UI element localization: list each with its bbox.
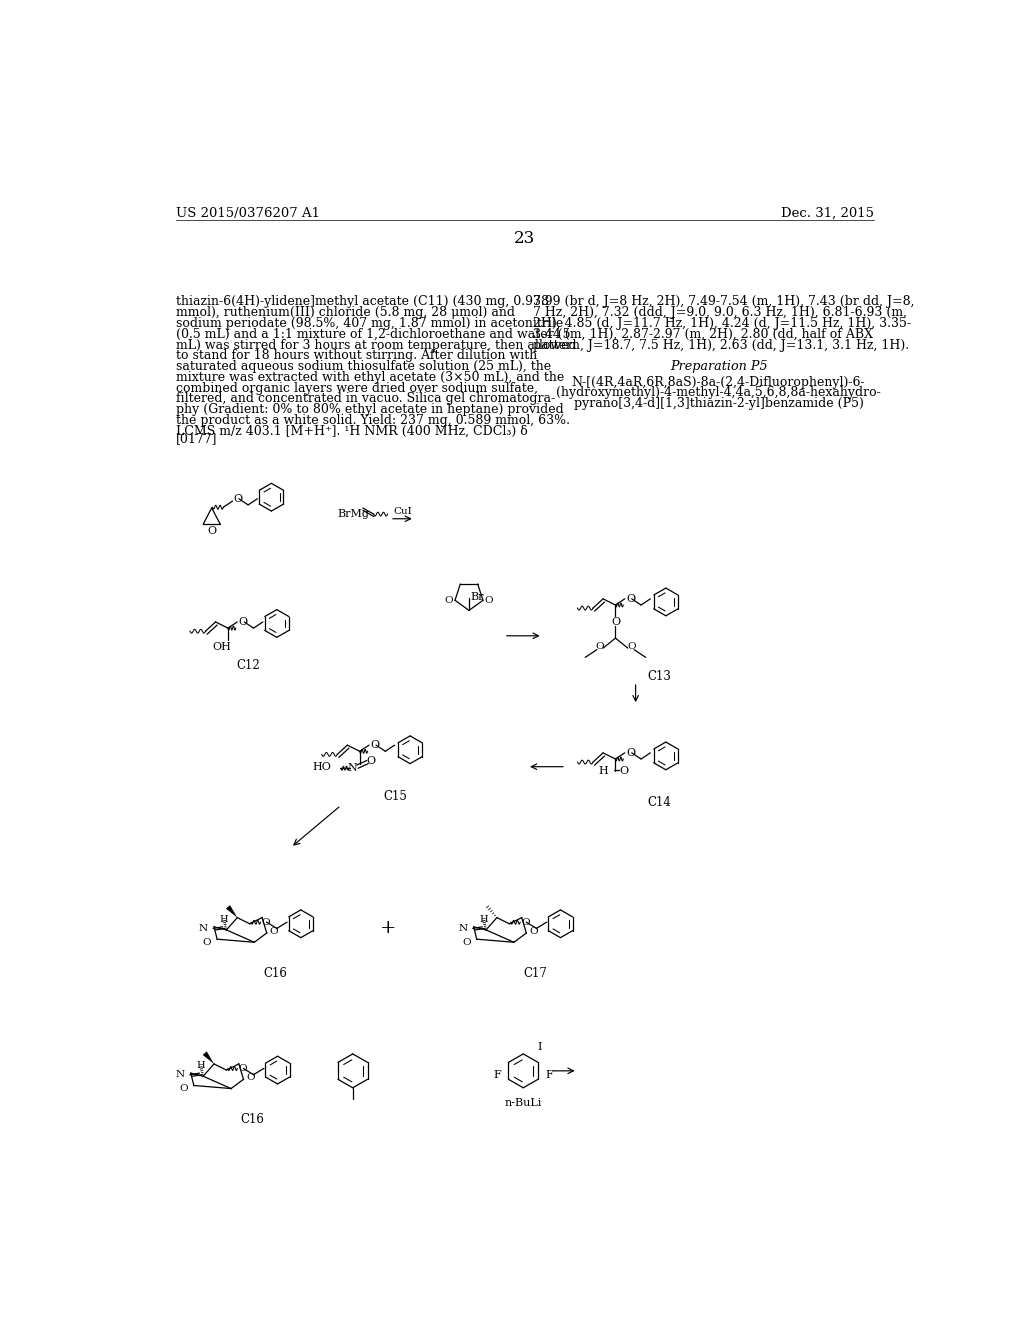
Text: H: H: [220, 915, 228, 924]
Text: 2H), 4.85 (d, J=11.7 Hz, 1H), 4.24 (d, J=11.5 Hz, 1H), 3.35-: 2H), 4.85 (d, J=11.7 Hz, 1H), 4.24 (d, J…: [534, 317, 911, 330]
Text: O: O: [521, 917, 529, 927]
Text: H: H: [598, 767, 607, 776]
Text: O: O: [484, 595, 494, 605]
Text: pattern, J=18.7, 7.5 Hz, 1H), 2.63 (dd, J=13.1, 3.1 Hz, 1H).: pattern, J=18.7, 7.5 Hz, 1H), 2.63 (dd, …: [534, 339, 909, 351]
Text: CuI: CuI: [393, 507, 412, 516]
Text: mixture was extracted with ethyl acetate (3×50 mL), and the: mixture was extracted with ethyl acetate…: [176, 371, 564, 384]
Text: O: O: [367, 755, 376, 766]
Text: O: O: [179, 1084, 187, 1093]
Text: +: +: [379, 920, 396, 937]
Text: H: H: [197, 1061, 205, 1071]
Text: N: N: [348, 763, 357, 774]
Text: combined organic layers were dried over sodium sulfate,: combined organic layers were dried over …: [176, 381, 538, 395]
Text: H: H: [479, 915, 488, 924]
Text: O: O: [207, 525, 216, 536]
Text: N-[(4R,4aR,6R,8aS)-8a-(2,4-Difluorophenyl)-6-: N-[(4R,4aR,6R,8aS)-8a-(2,4-Difluoropheny…: [571, 376, 865, 388]
Text: n-BuLi: n-BuLi: [505, 1098, 542, 1107]
Text: F: F: [494, 1071, 502, 1081]
Polygon shape: [226, 906, 238, 917]
Text: I: I: [538, 1043, 542, 1052]
Text: O: O: [270, 927, 279, 936]
Text: (0.5 mL) and a 1:1 mixture of 1,2-dichloroethane and water (5: (0.5 mL) and a 1:1 mixture of 1,2-dichlo…: [176, 327, 570, 341]
Text: phy (Gradient: 0% to 80% ethyl acetate in heptane) provided: phy (Gradient: 0% to 80% ethyl acetate i…: [176, 404, 564, 416]
Text: O: O: [620, 766, 629, 776]
Text: thiazin-6(4H)-ylidene]methyl acetate (C11) (430 mg, 0.938: thiazin-6(4H)-ylidene]methyl acetate (C1…: [176, 296, 549, 309]
Text: O: O: [529, 927, 538, 936]
Text: 3.44 (m, 1H), 2.87-2.97 (m, 2H), 2.80 (dd, half of ABX: 3.44 (m, 1H), 2.87-2.97 (m, 2H), 2.80 (d…: [534, 327, 873, 341]
Text: C16: C16: [240, 1113, 264, 1126]
Text: O: O: [611, 618, 621, 627]
Text: OH: OH: [212, 642, 231, 652]
Text: mmol), ruthenium(III) chloride (5.8 mg, 28 μmol) and: mmol), ruthenium(III) chloride (5.8 mg, …: [176, 306, 515, 319]
Text: LCMS m/z 403.1 [M+H⁺]. ¹H NMR (400 MHz, CDCl₃) δ: LCMS m/z 403.1 [M+H⁺]. ¹H NMR (400 MHz, …: [176, 425, 527, 438]
Text: the product as a white solid. Yield: 237 mg, 0.589 mmol, 63%.: the product as a white solid. Yield: 237…: [176, 414, 570, 428]
Text: HO: HO: [312, 762, 331, 772]
Text: O: O: [247, 1073, 255, 1082]
Text: 7 Hz, 2H), 7.32 (ddd, J=9.0, 9.0, 6.3 Hz, 1H), 6.81-6.93 (m,: 7 Hz, 2H), 7.32 (ddd, J=9.0, 9.0, 6.3 Hz…: [534, 306, 907, 319]
Polygon shape: [203, 1052, 214, 1064]
Text: C13: C13: [647, 671, 671, 684]
Text: filtered, and concentrated in vacuo. Silica gel chromatogra-: filtered, and concentrated in vacuo. Sil…: [176, 392, 555, 405]
Text: C15: C15: [383, 789, 408, 803]
Text: O: O: [239, 616, 248, 627]
Text: O: O: [595, 642, 603, 651]
Text: N: N: [199, 924, 208, 933]
Text: (hydroxymethyl)-4-methyl-4,4a,5,6,8,8a-hexahydro-: (hydroxymethyl)-4-methyl-4,4a,5,6,8,8a-h…: [556, 387, 881, 400]
Text: saturated aqueous sodium thiosulfate solution (25 mL), the: saturated aqueous sodium thiosulfate sol…: [176, 360, 551, 374]
Text: O: O: [627, 748, 636, 758]
Text: 23: 23: [514, 230, 536, 247]
Text: O: O: [238, 1064, 247, 1073]
Text: Br: Br: [471, 591, 484, 602]
Text: O: O: [371, 741, 380, 750]
Text: O: O: [628, 642, 636, 651]
Text: [0177]: [0177]: [176, 433, 217, 446]
Text: C14: C14: [647, 796, 671, 809]
Text: O: O: [462, 937, 471, 946]
Text: O: O: [627, 594, 636, 603]
Text: pyrano[3,4-d][1,3]thiazin-2-yl]benzamide (P5): pyrano[3,4-d][1,3]thiazin-2-yl]benzamide…: [573, 397, 863, 411]
Text: sodium periodate (98.5%, 407 mg, 1.87 mmol) in acetonitrile: sodium periodate (98.5%, 407 mg, 1.87 mm…: [176, 317, 563, 330]
Text: N: N: [459, 924, 467, 933]
Text: mL) was stirred for 3 hours at room temperature, then allowed: mL) was stirred for 3 hours at room temp…: [176, 339, 577, 351]
Text: BrMg: BrMg: [337, 510, 369, 519]
Text: O: O: [203, 937, 211, 946]
Text: N: N: [175, 1071, 184, 1078]
Text: Dec. 31, 2015: Dec. 31, 2015: [780, 207, 873, 220]
Text: C17: C17: [523, 966, 547, 979]
Text: C16: C16: [263, 966, 287, 979]
Text: C12: C12: [237, 659, 260, 672]
Text: F: F: [545, 1071, 553, 1081]
Text: O: O: [261, 917, 270, 927]
Text: O: O: [233, 494, 243, 504]
Text: to stand for 18 hours without stirring. After dilution with: to stand for 18 hours without stirring. …: [176, 350, 538, 363]
Text: 7.99 (br d, J=8 Hz, 2H), 7.49-7.54 (m, 1H), 7.43 (br dd, J=8,: 7.99 (br d, J=8 Hz, 2H), 7.49-7.54 (m, 1…: [534, 296, 914, 309]
Text: Preparation P5: Preparation P5: [670, 360, 767, 374]
Text: US 2015/0376207 A1: US 2015/0376207 A1: [176, 207, 321, 220]
Text: O: O: [444, 595, 454, 605]
